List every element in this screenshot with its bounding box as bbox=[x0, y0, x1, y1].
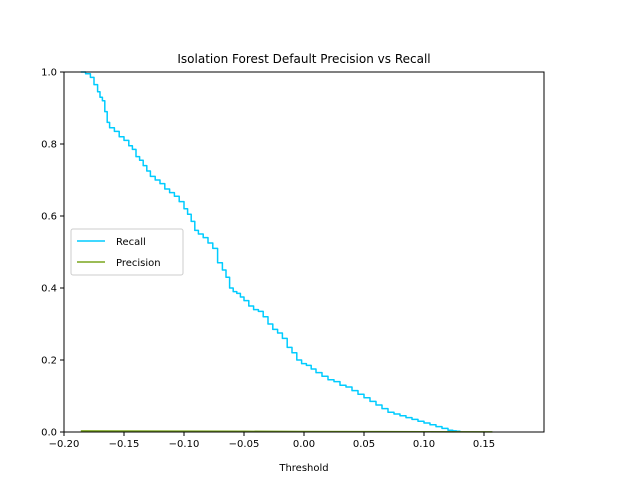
legend-recall-label: Recall bbox=[116, 237, 146, 248]
y-tick-label: 0.4 bbox=[41, 284, 57, 295]
x-axis: −0.20 −0.15 −0.10 −0.05 0.00 0.05 0.10 0.15 bbox=[49, 432, 495, 450]
x-tick-label: 0.10 bbox=[413, 439, 435, 450]
chart-title: Isolation Forest Default Precision vs Re… bbox=[177, 52, 430, 66]
x-tick-label: 0.05 bbox=[353, 439, 375, 450]
x-tick-label: 0.00 bbox=[293, 439, 315, 450]
x-tick-label: −0.05 bbox=[229, 439, 260, 450]
series-line-recall bbox=[80, 71, 461, 433]
y-tick-label: 0.0 bbox=[41, 428, 57, 439]
y-axis: 0.0 0.2 0.4 0.6 0.8 1.0 bbox=[41, 68, 64, 439]
y-tick-label: 0.8 bbox=[41, 140, 57, 151]
y-tick-label: 0.2 bbox=[41, 356, 57, 367]
y-tick-label: 1.0 bbox=[41, 68, 57, 79]
x-tick-label: 0.15 bbox=[473, 439, 495, 450]
y-tick-label: 0.6 bbox=[41, 212, 57, 223]
legend: Recall Precision bbox=[70, 228, 184, 276]
legend-precision-label: Precision bbox=[116, 258, 161, 269]
x-tick-label: −0.10 bbox=[169, 439, 200, 450]
x-tick-label: −0.15 bbox=[109, 439, 140, 450]
x-axis-label: Threshold bbox=[278, 463, 328, 474]
x-tick-label: −0.20 bbox=[49, 439, 80, 450]
